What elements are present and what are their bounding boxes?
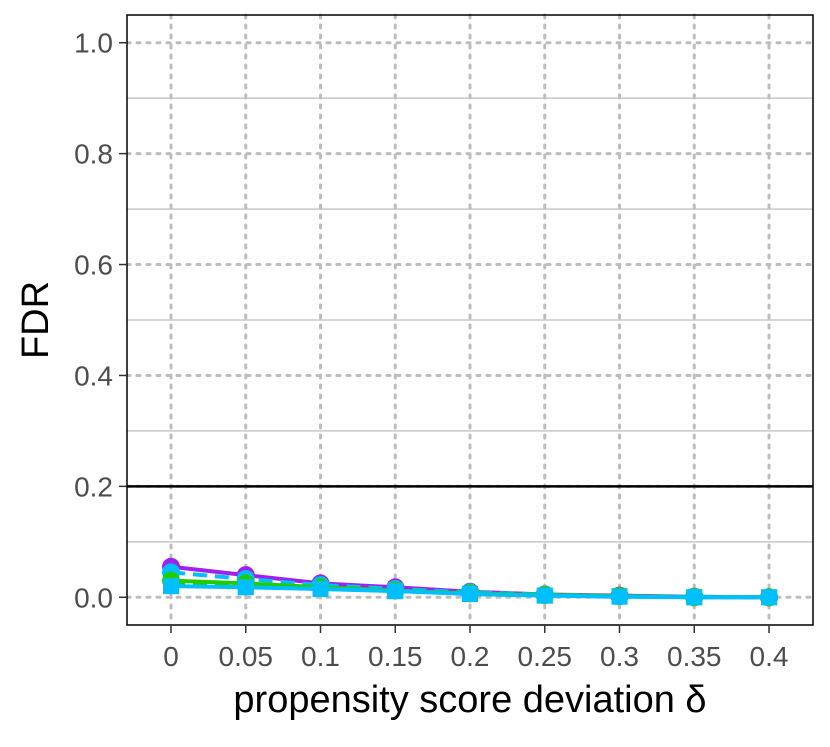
x-tick-label: 0 [163, 641, 179, 672]
series-group [162, 557, 778, 607]
x-tick-label: 0.2 [451, 641, 490, 672]
y-axis-title: FDR [15, 281, 57, 359]
x-tick-label: 0.05 [219, 641, 274, 672]
data-point-square [536, 587, 553, 604]
series-4 [163, 578, 777, 606]
data-point-square [686, 589, 703, 606]
y-tick-label: 0.4 [74, 360, 113, 391]
x-tick-label: 0.15 [368, 641, 423, 672]
axes: 0.0 0.2 0.4 0.6 0.8 1.0 0 0.05 0.1 0.15 0.2 0.25 0.3… [74, 28, 788, 672]
x-tick-label: 0.25 [518, 641, 573, 672]
y-tick-label: 0.2 [74, 471, 113, 502]
x-tick-label: 0.35 [667, 641, 722, 672]
y-tick-label: 0.0 [74, 582, 113, 613]
y-tick-label: 0.6 [74, 250, 113, 281]
data-point-square [387, 583, 404, 600]
y-tick-label: 1.0 [74, 28, 113, 59]
data-point-square [237, 579, 254, 596]
data-point-square [462, 585, 478, 602]
x-axis-title: propensity score deviation δ [233, 679, 706, 721]
x-tick-label: 0.3 [600, 641, 639, 672]
data-point-square [761, 589, 777, 606]
data-point-square [163, 578, 179, 595]
x-tick-label: 0.1 [301, 641, 340, 672]
data-point-square [611, 588, 628, 605]
y-tick-label: 0.8 [74, 139, 113, 170]
data-point-square [312, 580, 329, 597]
x-tick-label: 0.4 [750, 641, 789, 672]
